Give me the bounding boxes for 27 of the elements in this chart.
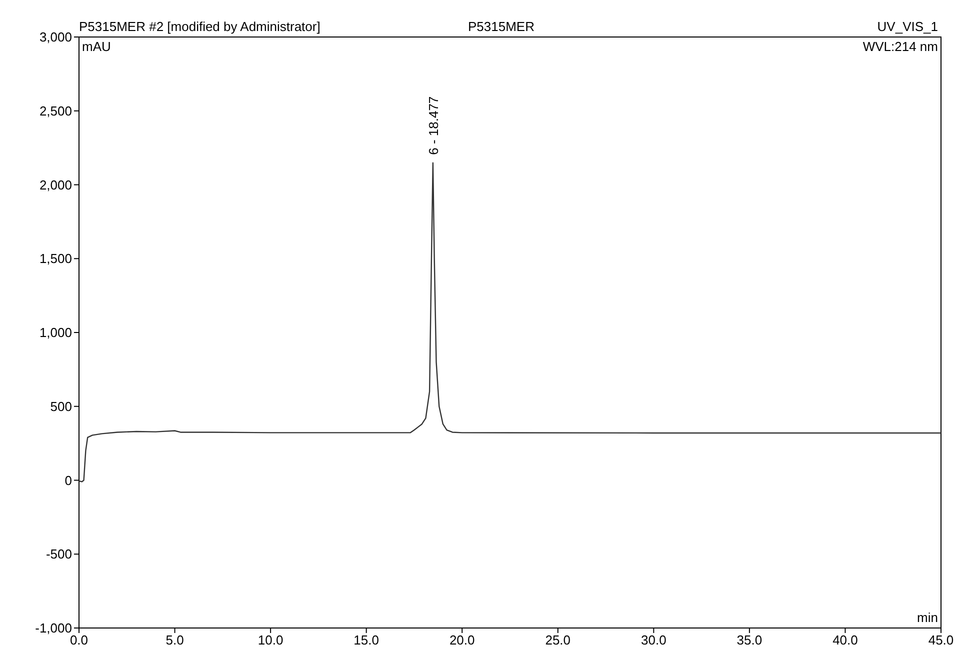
x-tick-label: 40.0 [832, 632, 858, 648]
y-tick-label: 1,500 [39, 251, 72, 266]
y-tick-label: 1,000 [39, 325, 72, 340]
y-tick-label: 0 [64, 472, 72, 488]
annotation: WVL:214 nm [862, 39, 938, 54]
x-tick-label: 5.0 [166, 632, 184, 648]
annotation: 6 - 18.477 [426, 96, 441, 155]
text: UV_VIS_1 [877, 19, 938, 34]
x-tick-label: 25.0 [545, 632, 571, 648]
y-tick-label: -1,000 [35, 620, 72, 636]
x-tick-label: 0.0 [70, 632, 88, 648]
x-tick-label: 35.0 [736, 632, 762, 648]
chart-subtitle: P5315MER [468, 19, 534, 34]
y-tick-label: 500 [50, 398, 72, 414]
chart-title: P5315MER #2 [modified by Administrator] [79, 19, 320, 34]
x-tick-label: 30.0 [641, 632, 666, 648]
y-tick-label: -500 [46, 546, 72, 562]
y-axis-title: mAU [82, 39, 111, 54]
y-tick-label: 2,000 [39, 177, 72, 192]
y-tick-label: 3,000 [39, 30, 72, 45]
y-tick-label: 2,500 [39, 103, 72, 118]
x-tick-label: 45.0 [928, 632, 954, 648]
line-series [78, 162, 942, 482]
x-tick-label: 20.0 [449, 632, 475, 648]
x-tick-label: 10.0 [258, 632, 284, 648]
x-axis-title: min [917, 610, 938, 625]
x-tick-label: 15.0 [354, 632, 379, 648]
